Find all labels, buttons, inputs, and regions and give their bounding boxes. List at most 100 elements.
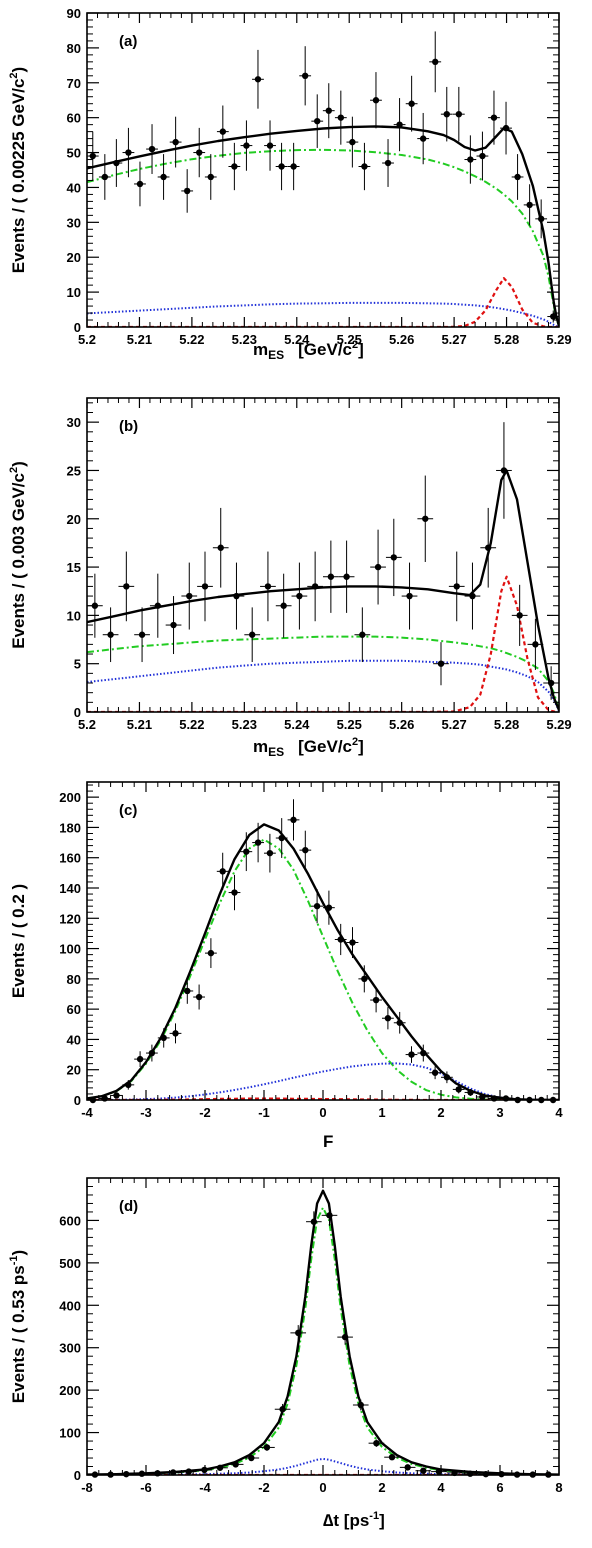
x-tick-label: 5.24 (284, 717, 310, 732)
x-axis-title-sub: ES (268, 348, 284, 362)
data-point (401, 562, 418, 630)
x-tick-label: 5.29 (546, 332, 571, 347)
x-axis-title-close: ] (379, 1511, 385, 1530)
data-point (165, 1469, 181, 1476)
plot-frame (86, 397, 560, 713)
x-tick-label: 5.27 (441, 332, 466, 347)
data-point (441, 1071, 453, 1084)
data-point (299, 46, 312, 106)
x-tick-label: 5.26 (389, 332, 414, 347)
y-tick-label: 40 (67, 1032, 81, 1047)
panel-label: (d) (119, 1198, 138, 1215)
continuum-curve (87, 838, 559, 1100)
y-tick-label: 10 (67, 608, 81, 623)
data-points (87, 1204, 557, 1478)
panel-d: -8 -6 -4 -2 0 2 4 6 8 0 100 200 300 400 500 600 (d) ∆t [p… (8, 1177, 563, 1530)
data-point (511, 584, 528, 646)
x-axis-title-main: ∆t [ps (323, 1511, 369, 1530)
data-point (204, 154, 217, 200)
data-point (146, 1044, 158, 1062)
total-curve (87, 125, 559, 327)
data-point (169, 116, 182, 168)
y-tick-label: 30 (67, 415, 81, 430)
x-tick-label: 5.21 (127, 717, 152, 732)
y-tick-label: 20 (67, 1063, 81, 1078)
data-point (393, 98, 406, 152)
y-axis-title-main: Events / ( 0.53 ps (9, 1265, 28, 1403)
bbbar-curve (87, 659, 559, 712)
data-point (405, 1046, 418, 1063)
x-axis-title-sup: 2 (352, 736, 358, 748)
data-point (122, 127, 135, 178)
data-point (252, 822, 264, 863)
total-curve (87, 469, 559, 711)
data-point (346, 116, 359, 168)
data-point (259, 1444, 275, 1451)
y-axis-title: Events / ( 0.00225 GeV/c2) (8, 67, 28, 273)
y-tick-label: 600 (59, 1213, 81, 1228)
x-tick-label: 5.24 (284, 332, 310, 347)
y-tick-label: 5 (74, 657, 81, 672)
data-point (193, 984, 205, 1010)
x-tick-label: 6 (496, 1480, 503, 1495)
curves (87, 823, 559, 1100)
y-tick-label: 140 (59, 881, 81, 896)
data-point (244, 607, 261, 663)
y-axis: 0 100 200 300 400 500 600 (59, 1185, 559, 1483)
x-axis: 5.2 5.21 5.22 5.23 5.24 5.25 5.26 5.27 5.28 5.29 (78, 398, 572, 732)
data-points (87, 422, 559, 700)
y-axis-title: Events / ( 0.2 ) (9, 884, 28, 998)
data-point (240, 120, 253, 171)
y-tick-label: 200 (59, 1383, 81, 1398)
y-tick-label: 500 (59, 1256, 81, 1271)
data-point (323, 540, 339, 613)
y-tick-label: 0 (74, 705, 81, 720)
data-point (527, 618, 544, 670)
y-axis-title-main: Events / ( 0.2 ) (9, 884, 28, 998)
data-point (110, 1092, 123, 1099)
x-tick-label: 8 (555, 1480, 562, 1495)
y-tick-label: 10 (67, 285, 81, 300)
data-point (480, 507, 497, 588)
data-point (452, 1085, 465, 1094)
data-point (205, 938, 217, 969)
data-point (157, 154, 170, 200)
panel-label: (c) (119, 802, 137, 819)
plot-frame (86, 12, 560, 328)
x-axis: 5.2 5.21 5.22 5.23 5.24 5.25 5.26 5.27 5.28 5.29 (78, 13, 572, 347)
y-axis-title-sup: -1 (8, 1255, 20, 1265)
x-tick-label: 5.25 (337, 717, 362, 732)
x-axis-title-close: ] (358, 737, 364, 756)
continuum-curve (87, 635, 559, 711)
y-tick-label: 20 (67, 512, 81, 527)
x-tick-label: -1 (258, 1105, 270, 1120)
data-point (433, 642, 449, 686)
data-point (368, 1439, 385, 1447)
y-axis-title: Events / ( 0.53 ps-1) (8, 1250, 28, 1403)
plot-frame (86, 781, 560, 1101)
x-tick-label: 1 (378, 1105, 385, 1120)
y-axis-title-sup: 2 (8, 72, 20, 78)
y-tick-label: 0 (74, 320, 81, 335)
y-axis-title-main: Events / ( 0.003 GeV/c (9, 473, 28, 649)
data-point (488, 90, 500, 145)
y-axis-title: Events / ( 0.003 GeV/c2) (8, 461, 28, 649)
data-point (417, 475, 434, 562)
curves (87, 125, 559, 327)
data-point (98, 154, 111, 200)
x-tick-label: 5.28 (494, 717, 519, 732)
data-point (228, 874, 241, 911)
data-point (122, 1080, 135, 1090)
data-point (535, 199, 548, 239)
x-tick-label: -4 (81, 1105, 93, 1120)
data-point (358, 142, 371, 191)
y-tick-label: 180 (59, 820, 81, 835)
signal-curve (87, 277, 559, 327)
data-point (384, 1453, 400, 1461)
x-tick-label: -8 (81, 1480, 93, 1495)
x-axis-title-sub: ES (268, 745, 284, 759)
data-point (352, 1399, 369, 1411)
data-point (197, 551, 213, 622)
data-point (275, 573, 292, 638)
x-axis-title: ∆t [ps-1] (323, 1510, 385, 1530)
